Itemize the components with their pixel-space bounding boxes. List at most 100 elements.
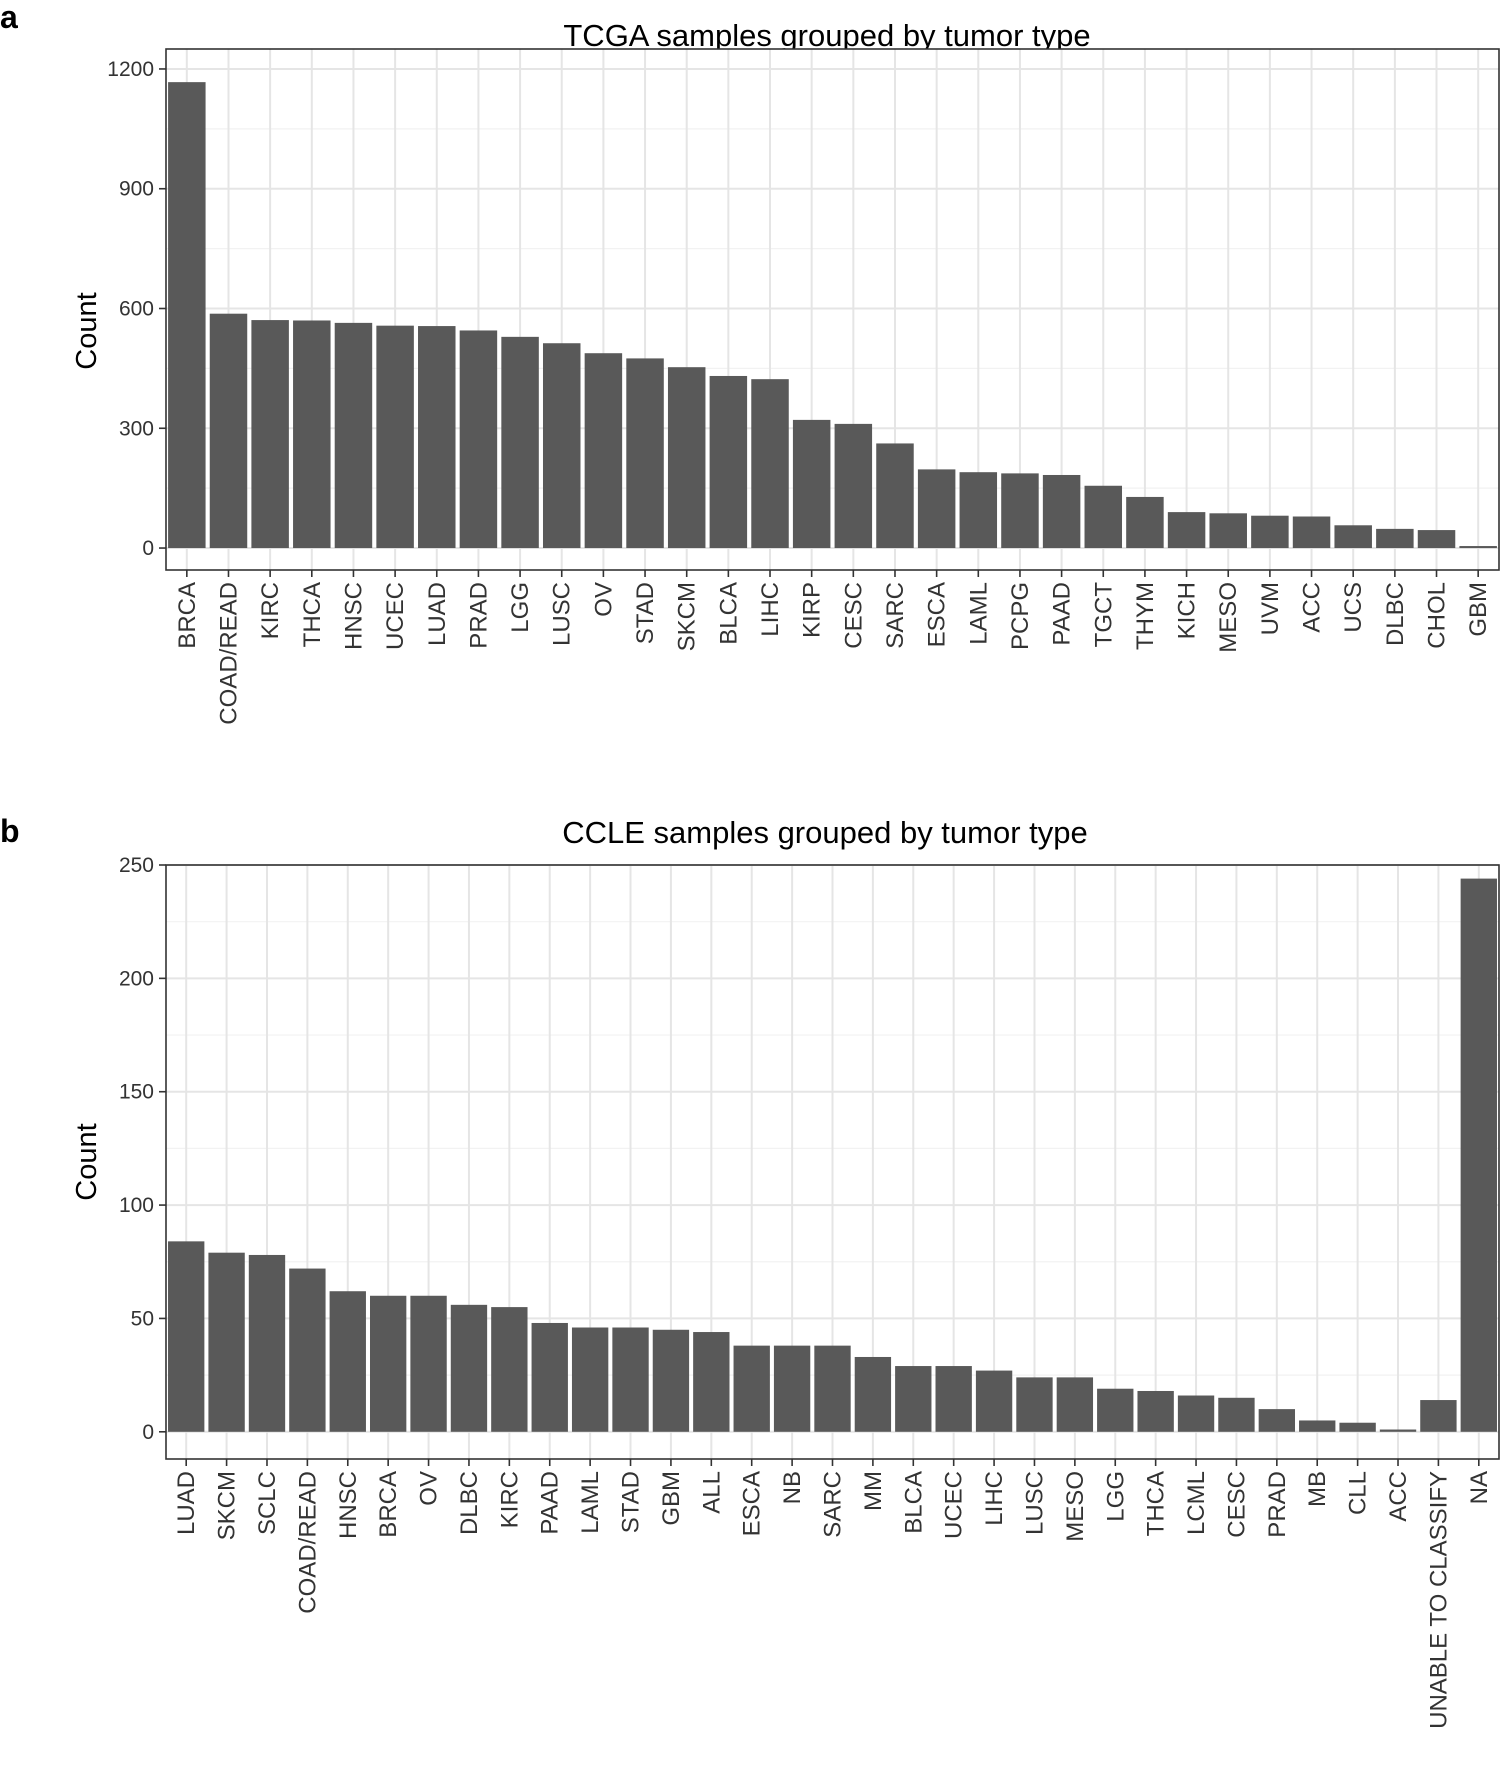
x-tick-label: CESC	[840, 582, 867, 649]
y-tick-label: 1200	[107, 58, 154, 81]
bars-a	[168, 82, 1497, 549]
bar-skcm	[667, 367, 706, 549]
x-tick-label: LIHC	[757, 582, 784, 637]
y-tick-label: 200	[119, 967, 154, 990]
bar-hnsc	[334, 322, 373, 549]
x-tick-label: LCML	[1183, 1471, 1210, 1535]
x-tick-label: MESO	[1062, 1471, 1089, 1542]
bar-ucec	[935, 1366, 972, 1432]
bar-thca	[1137, 1390, 1174, 1432]
x-tick-label: LAML	[965, 582, 992, 645]
bars-b	[168, 878, 1497, 1432]
x-tick-label: NA	[1466, 1471, 1493, 1504]
bar-gbm	[652, 1329, 690, 1432]
bar-unable-to-classify	[1420, 1400, 1457, 1432]
bar-mb	[1299, 1420, 1336, 1432]
bar-brca	[168, 82, 206, 549]
bar-ucec	[376, 325, 414, 549]
bar-thca	[293, 320, 331, 549]
bar-coad-read	[209, 313, 248, 549]
x-tick-label: SCLC	[254, 1471, 281, 1535]
bar-pcpg	[1001, 473, 1039, 549]
panel-a: a TCGA samples grouped by tumor type Cou…	[0, 0, 1500, 725]
x-tick-label: ACC	[1299, 582, 1326, 633]
x-tick-label: KIRC	[496, 1471, 523, 1528]
bar-meso	[1209, 513, 1247, 549]
x-tick-label: SARC	[882, 582, 909, 649]
bar-ov	[410, 1295, 447, 1432]
x-tick-label: PRAD	[1264, 1471, 1291, 1538]
bar-kich	[1167, 512, 1206, 549]
x-tick-label: KICH	[1174, 582, 1201, 639]
bar-mm	[854, 1356, 892, 1432]
x-tick-label: DLBC	[1382, 582, 1409, 646]
x-tick-label: UCS	[1340, 582, 1367, 633]
x-tick-label: PAAD	[1049, 582, 1076, 646]
x-tick-label: HNSC	[340, 582, 367, 650]
bar-esca	[733, 1345, 770, 1432]
bar-sarc	[814, 1345, 851, 1432]
bar-paad	[531, 1322, 568, 1432]
chart-title-a: TCGA samples grouped by tumor type	[563, 18, 1090, 53]
bar-kirc	[491, 1307, 528, 1432]
x-tick-label: DLBC	[456, 1471, 483, 1535]
y-tick-label: 900	[119, 178, 154, 201]
x-tick-label: NB	[779, 1471, 806, 1504]
y-axis-label-b: Count	[71, 1123, 103, 1200]
x-tick-label: UCEC	[382, 582, 409, 650]
panel-letter-a: a	[0, 0, 18, 35]
x-tick-label: GBM	[1465, 582, 1492, 637]
bar-kirp	[792, 419, 831, 549]
x-tick-label: TGCT	[1090, 582, 1117, 648]
x-tick-label: GBM	[658, 1471, 685, 1526]
bar-luad	[168, 1241, 205, 1432]
y-axis-label-a: Count	[71, 292, 103, 369]
bar-prad	[459, 330, 498, 549]
bar-meso	[1056, 1377, 1094, 1432]
bar-laml	[571, 1327, 609, 1432]
x-tick-label: THCA	[1143, 1471, 1170, 1536]
y-tick-label: 300	[119, 417, 154, 440]
x-tick-label: LGG	[507, 582, 534, 633]
bar-blca	[709, 375, 748, 549]
x-tick-label: SKCM	[214, 1471, 241, 1540]
x-axis-ticks-b: LUAD SKCM SCLC COAD/READ HNSC BRCA OV DLBC KIRC P…	[173, 1459, 1493, 1729]
x-tick-label: BRCA	[375, 1471, 402, 1538]
x-tick-label: BRCA	[174, 582, 201, 649]
x-tick-label: KIRC	[257, 582, 284, 639]
x-tick-label: LUSC	[1021, 1471, 1048, 1535]
bar-cesc	[834, 423, 873, 549]
bar-thym	[1126, 496, 1164, 549]
bar-acc	[1292, 516, 1331, 549]
chart-title-b: CCLE samples grouped by tumor type	[562, 815, 1088, 850]
x-tick-label: COAD/READ	[294, 1471, 321, 1614]
x-tick-label: CLL	[1345, 1471, 1372, 1515]
x-tick-label: COAD/READ	[215, 582, 242, 725]
x-tick-label: LUSC	[549, 582, 576, 646]
bar-luad	[418, 326, 456, 549]
x-tick-label: UVM	[1257, 582, 1284, 635]
x-tick-label: MM	[860, 1471, 887, 1511]
y-tick-label: 250	[119, 854, 154, 877]
x-tick-label: ESCA	[739, 1471, 766, 1536]
bar-dlbc	[1376, 528, 1414, 549]
bar-sarc	[876, 443, 914, 549]
bar-stad	[626, 358, 664, 549]
bar-lgg	[501, 336, 539, 549]
bar-esca	[917, 469, 956, 549]
x-tick-label: OV	[416, 1471, 443, 1506]
bar-hnsc	[329, 1291, 366, 1432]
x-tick-label: LIHC	[981, 1471, 1008, 1526]
bar-chol	[1417, 530, 1456, 549]
y-tick-label: 0	[142, 537, 154, 560]
y-axis-ticks-b: 0 50 100 150 200 250	[119, 854, 166, 1444]
bar-dlbc	[450, 1304, 488, 1432]
x-tick-label: PCPG	[1007, 582, 1034, 650]
x-tick-label: LUAD	[424, 582, 451, 646]
x-axis-ticks-a: BRCA COAD/READ KIRC THCA HNSC UCEC LUAD PRAD LGG…	[174, 570, 1492, 725]
bar-kirc	[251, 320, 289, 549]
bar-na	[1460, 878, 1497, 1432]
x-tick-label: ACC	[1385, 1471, 1412, 1522]
x-tick-label: BLCA	[715, 582, 742, 645]
x-tick-label: THYM	[1132, 582, 1159, 650]
